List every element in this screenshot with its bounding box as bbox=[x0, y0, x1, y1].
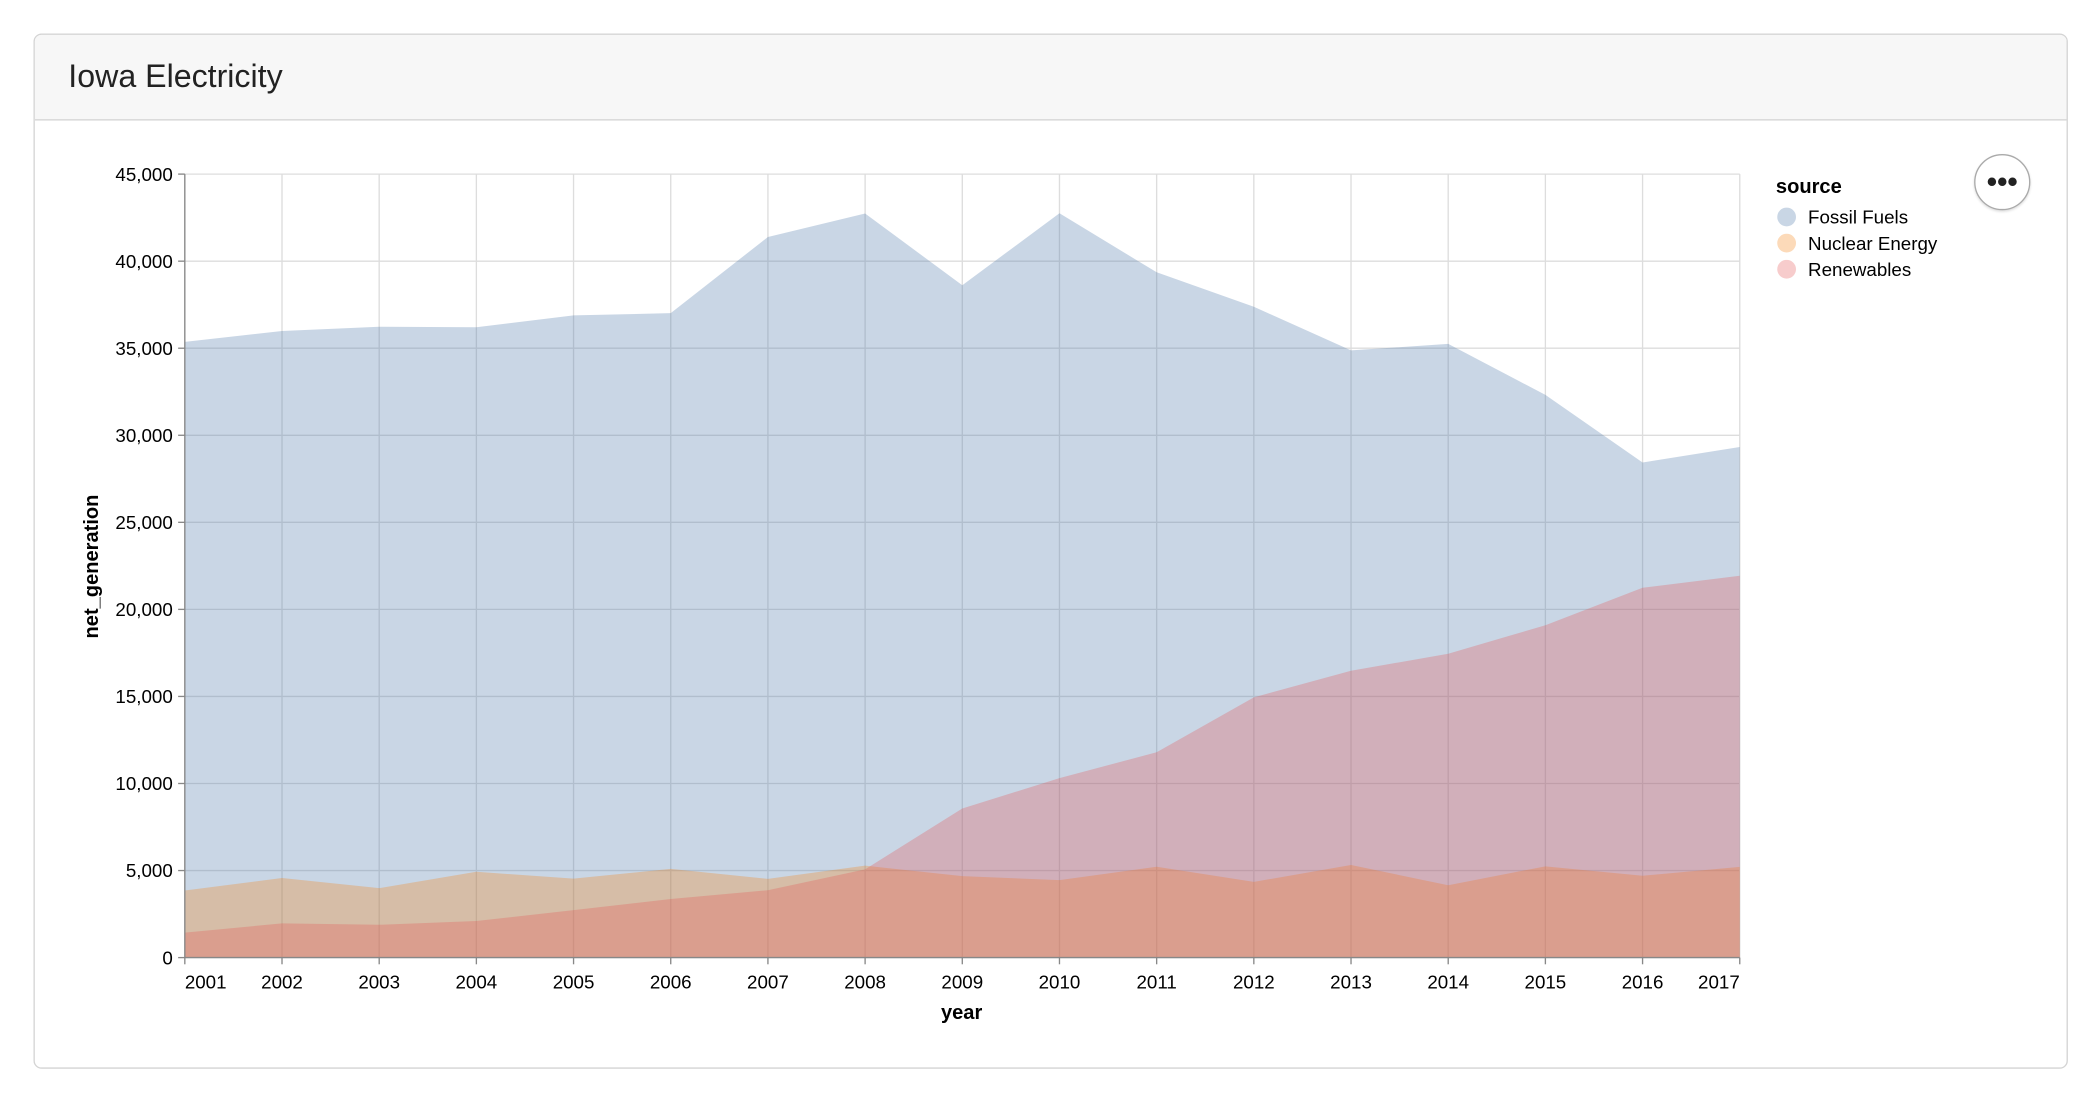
x-tick-label: 2015 bbox=[1525, 971, 1567, 992]
area-nuclear-energy bbox=[184, 864, 1740, 958]
ellipsis-icon: ••• bbox=[1986, 164, 2018, 199]
legend-symbol bbox=[1777, 233, 1797, 253]
x-tick-label: 2001 bbox=[185, 971, 227, 992]
legend-label: Renewables bbox=[1808, 259, 1911, 280]
x-tick-label: 2005 bbox=[553, 971, 595, 992]
x-tick-label: 2010 bbox=[1039, 971, 1081, 992]
x-tick-label: 2007 bbox=[747, 971, 789, 992]
x-tick-label: 2009 bbox=[941, 971, 983, 992]
legend-label: Fossil Fuels bbox=[1808, 207, 1908, 228]
x-tick-label: 2008 bbox=[844, 971, 886, 992]
legend-symbol bbox=[1777, 259, 1797, 279]
y-tick-label: 20,000 bbox=[115, 599, 172, 620]
legend-symbol bbox=[1777, 207, 1797, 227]
x-axis-title: year bbox=[941, 1002, 982, 1024]
y-tick-label: 45,000 bbox=[115, 164, 172, 185]
y-tick-label: 40,000 bbox=[115, 251, 172, 272]
card-header: Iowa Electricity bbox=[34, 34, 2067, 121]
y-tick-label: 35,000 bbox=[115, 338, 172, 359]
y-tick-label: 10,000 bbox=[115, 773, 172, 794]
actions-menu-button[interactable]: ••• bbox=[1974, 154, 2031, 211]
y-tick-label: 15,000 bbox=[115, 686, 172, 707]
y-tick-label: 30,000 bbox=[115, 425, 172, 446]
legend-label: Nuclear Energy bbox=[1808, 233, 1938, 254]
area-fossil-fuels bbox=[184, 213, 1740, 958]
area-renewables bbox=[184, 575, 1740, 958]
x-tick-label: 2012 bbox=[1233, 971, 1275, 992]
y-tick-label: 0 bbox=[162, 947, 172, 968]
x-tick-label: 2006 bbox=[650, 971, 692, 992]
x-tick-label: 2011 bbox=[1136, 971, 1176, 992]
x-tick-label: 2002 bbox=[261, 971, 303, 992]
x-tick-label: 2003 bbox=[358, 971, 400, 992]
y-tick-label: 5,000 bbox=[126, 860, 173, 881]
y-axis-title: net_generation bbox=[81, 495, 103, 639]
y-tick-label: 25,000 bbox=[115, 512, 172, 533]
x-tick-label: 2004 bbox=[456, 971, 498, 992]
chart-card: Iowa Electricity bbox=[33, 33, 2068, 1069]
legend-title: source bbox=[1776, 176, 1842, 198]
x-tick-label: 2014 bbox=[1427, 971, 1469, 992]
card-title: Iowa Electricity bbox=[68, 58, 283, 95]
x-tick-label: 2013 bbox=[1330, 971, 1372, 992]
x-tick-label: 2017 bbox=[1698, 971, 1740, 992]
x-tick-label: 2016 bbox=[1622, 971, 1664, 992]
